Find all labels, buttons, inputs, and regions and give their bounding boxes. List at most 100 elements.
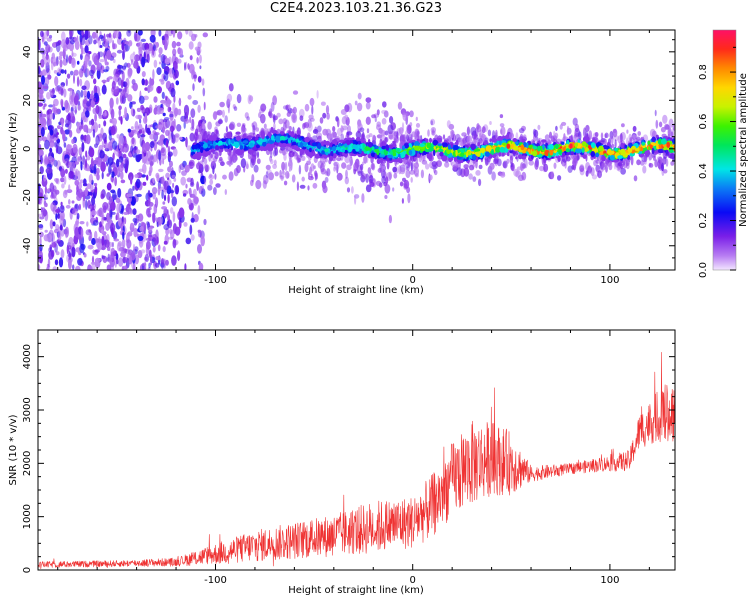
halo-cell	[430, 127, 437, 133]
band-cell	[515, 156, 518, 160]
halo-cell	[438, 161, 442, 167]
band-cell	[619, 148, 626, 155]
snr-y-tick-label: 0	[22, 567, 33, 573]
noise-cell	[109, 196, 113, 203]
band-cell	[542, 144, 545, 151]
noise-cell	[66, 73, 71, 79]
noise-cell	[147, 85, 153, 93]
band-cell	[556, 151, 559, 157]
halo-cell	[255, 127, 259, 132]
band-cell	[651, 136, 656, 143]
band-cell	[433, 149, 436, 157]
band-cell	[228, 148, 232, 153]
noise-cell	[147, 158, 150, 162]
halo-cell	[410, 177, 413, 183]
noise-cell	[56, 132, 59, 136]
noise-cell	[46, 30, 50, 37]
noise-cell	[165, 172, 171, 179]
noise-cell	[109, 97, 114, 109]
noise-cell	[152, 177, 155, 184]
band-cell	[457, 149, 461, 153]
noise-cell	[141, 42, 147, 51]
noise-cell	[86, 168, 91, 172]
halo-cell	[214, 173, 217, 180]
noise-cell	[64, 189, 68, 195]
halo-cell	[357, 170, 363, 177]
halo-cell	[464, 134, 467, 140]
halo-cell	[286, 111, 291, 117]
noise-cell	[145, 207, 151, 217]
noise-cell	[97, 241, 103, 251]
noise-cell	[60, 39, 67, 49]
noise-cell	[165, 129, 170, 137]
band-cell	[366, 150, 370, 155]
noise-cell	[198, 262, 204, 270]
halo-cell	[648, 163, 654, 168]
noise-cell	[46, 37, 52, 42]
noise-cell	[177, 250, 181, 262]
noise-cell	[147, 233, 153, 238]
colorbar-tick-label: 0.2	[698, 213, 709, 229]
noise-cell	[149, 34, 156, 43]
noise-cell	[185, 30, 189, 35]
halo-cell	[487, 129, 492, 137]
noise-cell	[156, 67, 162, 76]
noise-cell	[76, 60, 80, 65]
noise-cell	[60, 168, 66, 178]
noise-cell	[158, 47, 163, 55]
halo-cell	[594, 132, 599, 137]
band-cell	[671, 138, 675, 144]
halo-cell	[382, 101, 387, 108]
noise-cell	[169, 107, 172, 112]
noise-cell	[111, 171, 115, 178]
noise-cell	[116, 70, 122, 75]
halo-cell	[431, 128, 435, 135]
noise-cell	[109, 209, 113, 220]
band-cell	[609, 155, 615, 161]
halo-cell	[274, 147, 279, 156]
noise-cell	[130, 176, 133, 185]
noise-cell	[88, 60, 92, 67]
halo-cell	[291, 113, 298, 124]
noise-cell	[132, 217, 138, 223]
halo-cell	[421, 159, 428, 165]
band-cell	[219, 145, 225, 150]
noise-cell	[65, 37, 70, 45]
snr-y-axis-label: SNR (10 * v/v)	[8, 414, 19, 485]
halo-cell	[633, 175, 638, 182]
band-cell	[213, 140, 216, 147]
noise-cell	[187, 198, 192, 205]
band-cell	[270, 129, 274, 133]
noise-cell	[75, 220, 79, 226]
snr-y-tick-label: 1000	[22, 504, 33, 529]
noise-cell	[64, 168, 68, 174]
noise-cell	[157, 244, 161, 252]
halo-cell	[433, 169, 438, 176]
band-cell	[439, 151, 444, 157]
noise-cell	[178, 100, 182, 104]
noise-cell	[158, 150, 162, 161]
noise-cell	[168, 228, 173, 235]
halo-cell	[652, 155, 656, 161]
halo-cell	[274, 171, 279, 177]
band-cell	[269, 140, 273, 144]
halo-cell	[320, 101, 326, 106]
band-cell	[437, 148, 444, 153]
halo-cell	[283, 180, 288, 186]
halo-cell	[663, 169, 668, 174]
halo-cell	[470, 126, 477, 136]
halo-cell	[262, 180, 267, 189]
noise-cell	[161, 206, 168, 210]
band-cell	[437, 137, 443, 143]
noise-cell	[138, 30, 143, 36]
noise-cell	[165, 259, 169, 266]
noise-cell	[44, 229, 48, 233]
noise-cell	[187, 94, 192, 100]
halo-cell	[402, 134, 406, 143]
snr-frame	[37, 329, 676, 571]
noise-cell	[178, 207, 185, 218]
noise-cell	[141, 78, 145, 86]
noise-cell	[190, 234, 195, 241]
noise-cell	[65, 204, 71, 209]
